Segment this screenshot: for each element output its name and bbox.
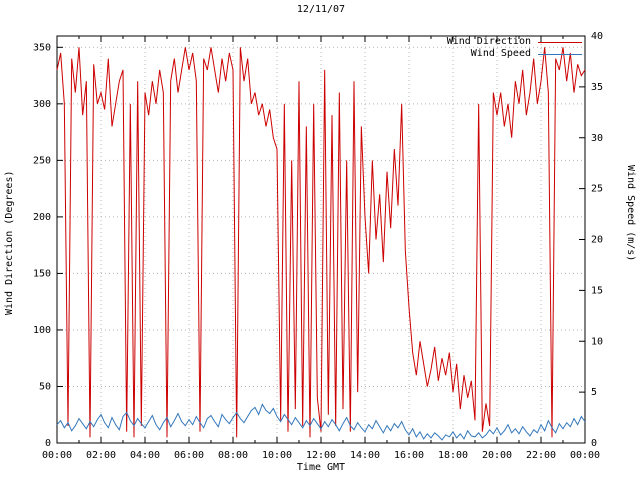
svg-text:100: 100: [33, 325, 51, 336]
svg-text:150: 150: [33, 268, 51, 279]
legend-label-wind-speed: Wind Speed: [470, 48, 531, 59]
svg-text:00:00: 00:00: [42, 450, 72, 461]
svg-text:04:00: 04:00: [130, 450, 160, 461]
svg-text:20:00: 20:00: [482, 450, 512, 461]
chart-title: 12/11/07: [296, 4, 346, 15]
legend-line-wind-speed: [538, 53, 582, 55]
svg-text:08:00: 08:00: [218, 450, 248, 461]
y-axis-label-right: Wind Speed (m/s): [625, 165, 636, 262]
svg-text:30: 30: [591, 133, 603, 144]
svg-text:10: 10: [591, 336, 603, 347]
svg-text:200: 200: [33, 212, 51, 223]
svg-text:5: 5: [591, 387, 597, 398]
y-axis-label-left: Wind Direction (Degrees): [4, 170, 15, 316]
svg-text:16:00: 16:00: [394, 450, 424, 461]
legend: Wind Direction Wind Speed: [447, 36, 582, 60]
legend-label-wind-direction: Wind Direction: [446, 36, 531, 47]
svg-text:22:00: 22:00: [526, 450, 556, 461]
legend-item-wind-direction: Wind Direction: [447, 36, 582, 48]
svg-text:250: 250: [33, 155, 51, 166]
svg-text:18:00: 18:00: [438, 450, 468, 461]
svg-text:35: 35: [591, 82, 603, 93]
legend-line-wind-direction: [538, 41, 582, 43]
svg-text:10:00: 10:00: [262, 450, 292, 461]
svg-text:06:00: 06:00: [174, 450, 204, 461]
svg-text:14:00: 14:00: [350, 450, 380, 461]
svg-text:0: 0: [591, 438, 597, 449]
svg-text:20: 20: [591, 235, 603, 246]
svg-text:25: 25: [591, 184, 603, 195]
svg-text:00:00: 00:00: [570, 450, 600, 461]
svg-text:0: 0: [45, 438, 51, 449]
x-axis-label: Time GMT: [296, 462, 346, 473]
svg-text:50: 50: [39, 381, 51, 392]
svg-text:02:00: 02:00: [86, 450, 116, 461]
svg-text:15: 15: [591, 285, 603, 296]
svg-text:300: 300: [33, 99, 51, 110]
svg-text:350: 350: [33, 42, 51, 53]
svg-text:12:00: 12:00: [306, 450, 336, 461]
legend-item-wind-speed: Wind Speed: [447, 48, 582, 60]
svg-text:40: 40: [591, 31, 603, 42]
